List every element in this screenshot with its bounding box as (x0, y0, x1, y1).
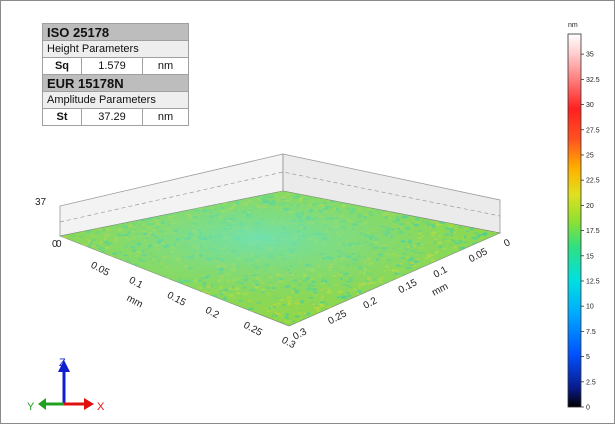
param-row-st: St 37.29 nm (42, 108, 189, 126)
color-bar: nm 0 2.5 5 7.5 10 12.5 15 17.5 20 22.5 25 27.5 30 32.… (567, 22, 600, 412)
colorbar-tick-label: 35 (586, 52, 594, 59)
x-tick-label: 0.1 (127, 275, 145, 291)
param-st-unit: nm (142, 108, 189, 126)
colorbar-tick-label: 17.5 (586, 228, 600, 235)
standard-row-eur: EUR 15178N (42, 74, 189, 92)
colorbar-tick-label: 15 (586, 253, 594, 260)
y-tick-label: 0.25 (326, 308, 349, 327)
colorbar-tick-label: 20 (586, 203, 594, 210)
surface-map (58, 190, 501, 327)
y-arrow-head (38, 398, 46, 410)
y-tick-label: 0.15 (397, 277, 420, 296)
axes-triad: Z Y X (27, 357, 105, 413)
surface-highlight (60, 191, 500, 326)
standard-iso-label: ISO 25178 (42, 23, 189, 41)
z-arrow-head (58, 360, 70, 372)
x-tick-label: 0.25 (241, 320, 264, 339)
y-tick-label: 0.1 (432, 264, 450, 280)
group-amplitude-label: Amplitude Parameters (42, 91, 189, 109)
x-tick-label: 0.2 (203, 305, 221, 321)
param-st-value: 37.29 (81, 108, 143, 126)
colorbar-tick-label: 30 (586, 102, 594, 109)
y-axis-unit: mm (430, 281, 450, 299)
colorbar-unit: nm (568, 22, 578, 29)
colorbar-gradient (567, 33, 582, 408)
colorbar-ticks: 0 2.5 5 7.5 10 12.5 15 17.5 20 22.5 25 27.5 30 32.5 35 (581, 52, 600, 412)
group-row-height: Height Parameters (42, 40, 189, 58)
x-tick-label: 0.05 (89, 260, 112, 279)
z-axis-letter: Z (59, 357, 66, 369)
param-st-name: St (42, 108, 82, 126)
parameter-table: ISO 25178 Height Parameters Sq 1.579 nm … (42, 23, 189, 126)
y-tick-label: 0 (502, 237, 512, 250)
colorbar-tick-label: 10 (586, 304, 594, 311)
x-tick-label: 0.15 (165, 290, 188, 309)
colorbar-tick-label: 7.5 (586, 329, 596, 336)
y-axis-letter: Y (27, 401, 35, 413)
colorbar-tick-label: 5 (586, 354, 590, 361)
param-sq-value: 1.579 (81, 57, 143, 75)
colorbar-tick-label: 0 (586, 405, 590, 412)
colorbar-tick-label: 12.5 (586, 278, 600, 285)
y-tick-label: 0.2 (362, 295, 380, 311)
x-arrow-head (84, 398, 94, 410)
x-origin-label: 0 (56, 239, 62, 250)
colorbar-tick-label: 25 (586, 152, 594, 159)
colorbar-tick-label: 2.5 (586, 379, 596, 386)
y-tick-label: 0.05 (467, 246, 490, 265)
origin-label-z: 0 (52, 239, 58, 250)
group-row-amplitude: Amplitude Parameters (42, 91, 189, 109)
colorbar-tick-label: 32.5 (586, 77, 600, 84)
param-sq-unit: nm (142, 57, 189, 75)
z-max-label: 37 (35, 197, 47, 208)
group-height-label: Height Parameters (42, 40, 189, 58)
standard-row-iso: ISO 25178 (42, 23, 189, 41)
colorbar-tick-label: 22.5 (586, 178, 600, 185)
x-axis-unit: mm (125, 293, 145, 311)
colorbar-tick-label: 27.5 (586, 127, 600, 134)
standard-eur-label: EUR 15178N (42, 74, 189, 92)
param-row-sq: Sq 1.579 nm (42, 57, 189, 75)
param-sq-name: Sq (42, 57, 82, 75)
x-axis-letter: X (97, 401, 105, 413)
